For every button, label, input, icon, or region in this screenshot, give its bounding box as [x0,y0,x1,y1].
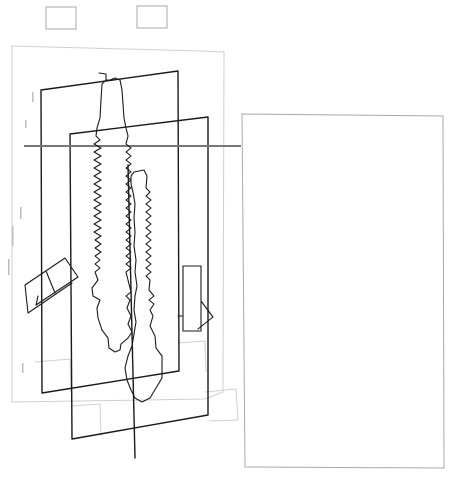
faint-bottom-frame-right [177,340,207,373]
toolbar-box-right[interactable] [136,5,168,29]
toolbar-box-left[interactable] [45,6,77,30]
faint-outer-frame [11,45,225,403]
serrated-probe-left [91,72,133,353]
faint-bottom-frame-left [34,358,72,393]
right-empty-panel [241,113,445,469]
faint-side-frame [204,388,239,422]
front-plate [69,116,209,440]
left-ladder-fixture [24,257,79,314]
right-clip-fixture [177,265,214,332]
top-toolbar [45,5,168,30]
rear-plate [40,70,180,394]
faint-bottom-frame-center [71,403,102,437]
margin-specks [8,92,34,373]
serrated-probe-right [124,169,163,403]
